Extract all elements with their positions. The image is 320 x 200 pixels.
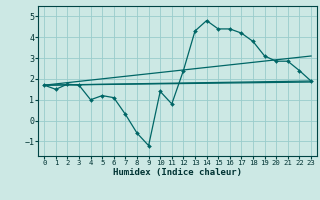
X-axis label: Humidex (Indice chaleur): Humidex (Indice chaleur) (113, 168, 242, 177)
